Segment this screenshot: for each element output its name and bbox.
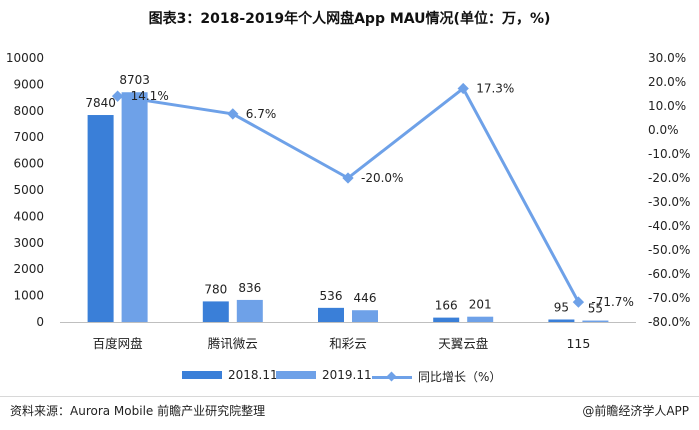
- bar-value-label-2018: 536: [320, 289, 343, 303]
- legend-swatch-2019: [276, 371, 316, 379]
- bar-value-label-2019: 55: [588, 302, 603, 316]
- footer-divider: [0, 396, 699, 397]
- bar-2018: [318, 307, 344, 322]
- bar-value-label-2018: 780: [204, 282, 227, 296]
- legend-label-growth: 同比增长（%）: [418, 370, 502, 384]
- growth-value-label: 6.7%: [246, 107, 276, 121]
- bar-value-label-2019: 446: [354, 291, 377, 305]
- source-note: 资料来源：Aurora Mobile 前瞻产业研究院整理: [10, 404, 266, 418]
- legend-item-growth: 同比增长（%）: [372, 368, 501, 385]
- bar-value-label-2018: 166: [435, 299, 458, 313]
- y-right-tick-label: -10.0%: [648, 147, 690, 161]
- growth-point: [227, 108, 239, 120]
- y-left-tick-label: 7000: [13, 130, 44, 144]
- y-right-tick-label: -50.0%: [648, 243, 690, 257]
- growth-value-label: -20.0%: [361, 171, 403, 185]
- bar-2019: [121, 92, 148, 322]
- bar-2019: [352, 310, 378, 322]
- growth-point: [572, 296, 585, 308]
- bar-2019: [467, 316, 494, 322]
- y-right-tick-label: 10.0%: [648, 99, 686, 113]
- y-left-tick-label: 5000: [13, 183, 44, 197]
- y-left-tick-label: 2000: [13, 262, 44, 276]
- legend-swatch-2018: [182, 371, 222, 379]
- y-right-tick-label: -40.0%: [648, 219, 690, 233]
- y-left-tick-label: 8000: [13, 104, 44, 118]
- bar-2018: [202, 301, 229, 322]
- y-left-tick-label: 4000: [13, 209, 44, 223]
- y-left-tick-label: 0: [36, 315, 44, 329]
- legend-label-2019: 2019.11: [322, 368, 372, 382]
- bar-value-label-2018: 7840: [85, 96, 116, 110]
- growth-line: [117, 86, 580, 303]
- bar-2018: [548, 319, 575, 322]
- category-label: 天翼云盘: [438, 336, 488, 351]
- brand-credit: @前瞻经济学人APP: [582, 404, 689, 418]
- y-right-tick-label: -80.0%: [648, 315, 690, 329]
- y-left-tick-label: 3000: [13, 236, 44, 250]
- legend-item-2019: 2019.11: [276, 368, 372, 382]
- y-left-tick-label: 10000: [6, 51, 44, 65]
- bar-value-label-2019: 8703: [119, 73, 150, 87]
- legend-line-marker: [372, 372, 412, 382]
- bar-2018: [87, 115, 114, 322]
- category-label: 115: [566, 336, 590, 351]
- y-right-tick-label: -20.0%: [648, 171, 690, 185]
- growth-value-label: 14.1%: [131, 89, 169, 103]
- y-right-tick-label: -60.0%: [648, 267, 690, 281]
- legend-label-2018: 2018.11: [228, 368, 278, 382]
- category-label: 腾讯微云: [208, 336, 258, 351]
- chart-title: 图表3：2018-2019年个人网盘App MAU情况(单位：万，%): [148, 11, 551, 27]
- category-label: 和彩云: [329, 336, 367, 351]
- category-label: 百度网盘: [93, 336, 143, 351]
- growth-value-label: 17.3%: [476, 81, 514, 95]
- growth-point: [342, 172, 354, 184]
- bar-value-label-2018: 95: [554, 300, 569, 314]
- y-right-tick-label: 20.0%: [648, 75, 686, 89]
- bar-value-label-2019: 836: [238, 281, 261, 295]
- legend-item-2018: 2018.11: [182, 368, 278, 382]
- y-right-tick-label: -30.0%: [648, 195, 690, 209]
- chart-legend: 2018.11 2019.11 同比增长（%）: [0, 368, 699, 388]
- y-right-tick-label: 0.0%: [648, 123, 679, 137]
- chart-plot: 0 1000 2000 3000 4000 5000 6000 7000 8000 9000 100…: [6, 51, 691, 351]
- y-left-tick-label: 1000: [13, 289, 44, 303]
- y-left-tick-label: 6000: [13, 157, 44, 171]
- bar-2019: [236, 299, 263, 322]
- bar-2019: [582, 320, 609, 322]
- y-right-tick-label: 30.0%: [648, 51, 686, 65]
- y-right-tick-label: -70.0%: [648, 291, 690, 305]
- growth-value-label: -71.7%: [591, 295, 633, 309]
- y-left-tick-label: 9000: [13, 77, 44, 91]
- bar-2018: [433, 317, 460, 322]
- bar-value-label-2019: 201: [469, 298, 492, 312]
